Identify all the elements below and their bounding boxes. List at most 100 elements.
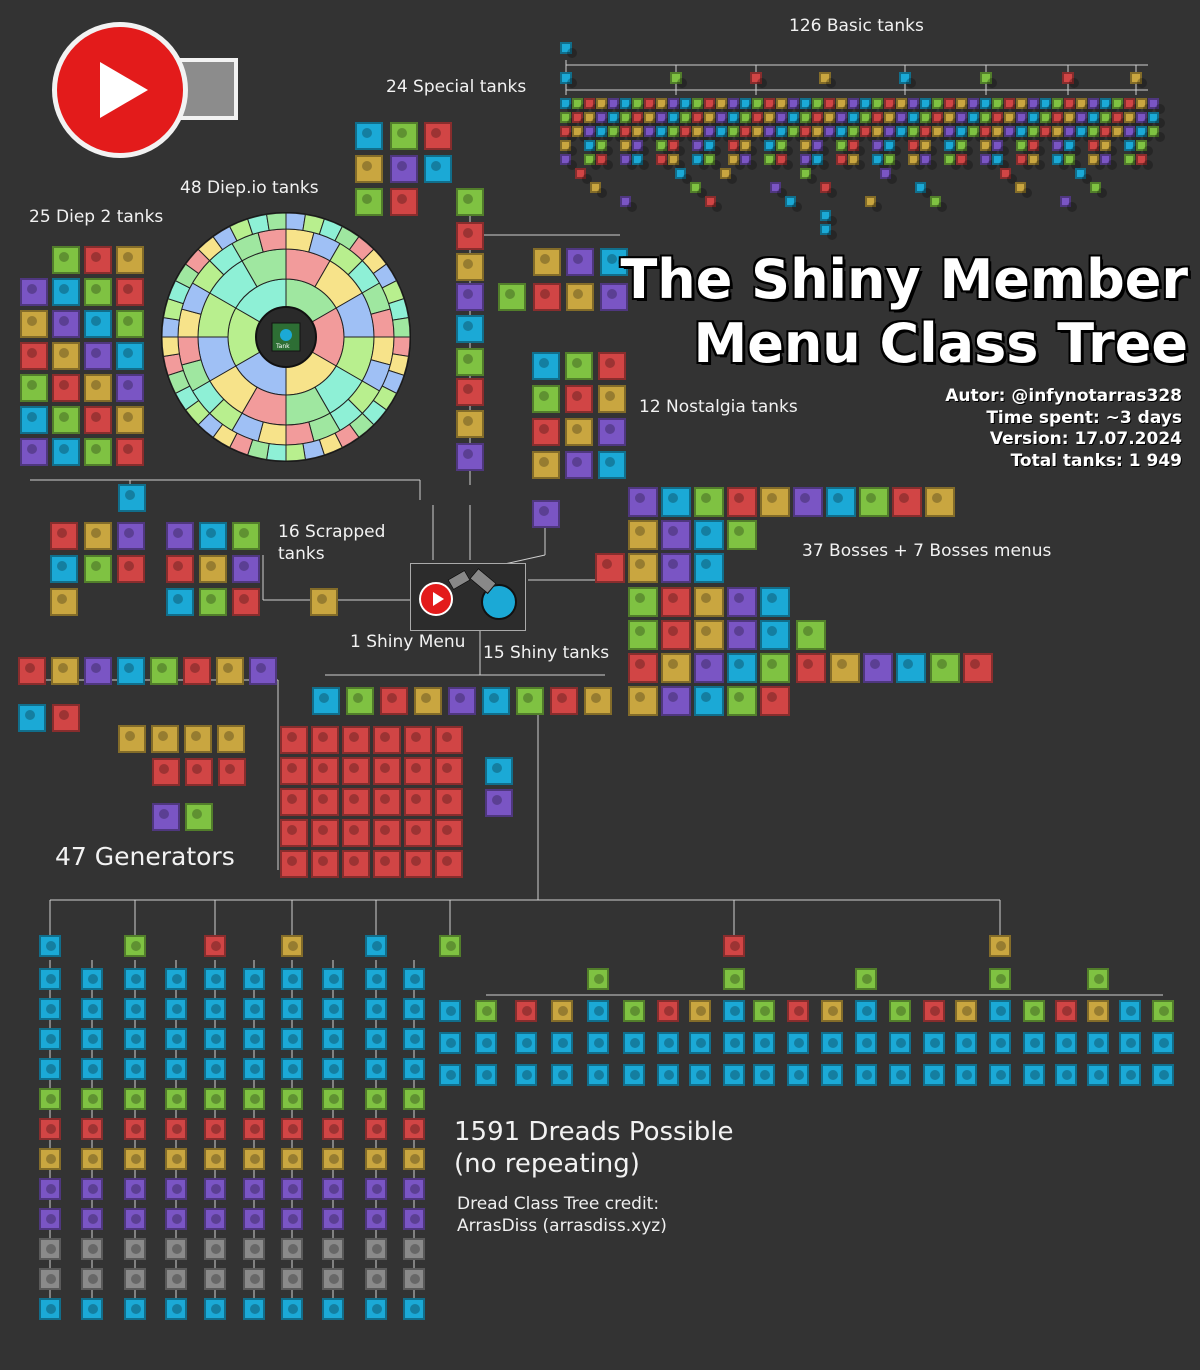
tank-icon: [522, 1038, 532, 1048]
basic-tile: [800, 154, 817, 170]
dreads-label-line2: (no repeating): [454, 1149, 640, 1179]
generator-tile: [152, 803, 180, 831]
tank-icon: [939, 118, 949, 128]
scrapped-tile: [199, 522, 227, 550]
dread-tile: [243, 1088, 265, 1110]
tank-icon: [922, 188, 932, 198]
tank-icon: [794, 1006, 804, 1016]
basic-tile: [1052, 98, 1069, 114]
dread-tile: [787, 1000, 809, 1022]
tank-icon: [1131, 132, 1141, 142]
tank-icon: [211, 974, 221, 984]
tank-icon: [951, 118, 961, 128]
basic-tile: [656, 112, 673, 128]
boss-tile: [760, 487, 790, 517]
tank-icon: [372, 941, 382, 951]
tank-icon: [211, 1304, 221, 1314]
tank-icon: [1107, 146, 1117, 156]
tank-icon: [734, 593, 744, 603]
dread-tile: [243, 968, 265, 990]
tank-icon: [879, 160, 889, 170]
tank-icon: [675, 146, 685, 156]
tank-icon: [896, 1070, 906, 1080]
tank-icon: [191, 731, 201, 741]
basic-tile: [848, 98, 865, 114]
diep2-tile: [52, 246, 80, 274]
dread-tile: [1119, 1032, 1141, 1054]
dread-tile: [855, 1064, 877, 1086]
tank-icon: [807, 118, 817, 128]
tank-icon: [88, 1214, 98, 1224]
tank-icon: [819, 118, 829, 128]
tank-icon: [1131, 104, 1141, 114]
dread-tile: [753, 1032, 775, 1054]
tank-icon: [597, 188, 607, 198]
tank-icon: [819, 104, 829, 114]
tank-icon: [349, 825, 359, 835]
basic-tile: [1136, 126, 1153, 142]
dread-tile: [1119, 1064, 1141, 1086]
special-tile: [456, 348, 484, 376]
diep2-tanks-label: 25 Diep 2 tanks: [29, 207, 164, 227]
tank-icon: [594, 974, 604, 984]
diep2-tile: [52, 310, 80, 338]
basic-tile: [560, 72, 577, 88]
tank-icon: [288, 1244, 298, 1254]
tank-icon: [250, 1034, 260, 1044]
dread-tile: [243, 1058, 265, 1080]
tank-icon: [1094, 1038, 1104, 1048]
basic-tile: [860, 126, 877, 142]
tank-icon: [1131, 118, 1141, 128]
tank-icon: [567, 48, 577, 58]
dread-tile: [689, 1032, 711, 1054]
special-tile: [390, 155, 418, 183]
tank-icon: [927, 118, 937, 128]
basic-tile: [896, 98, 913, 114]
tank-icon: [896, 1038, 906, 1048]
tank-icon: [963, 132, 973, 142]
boss-tile: [760, 653, 790, 683]
tank-icon: [362, 128, 372, 138]
generator-tile: [485, 757, 513, 785]
dread-tile: [439, 935, 461, 957]
tank-icon: [855, 118, 865, 128]
wheel-segment: [392, 336, 411, 357]
shiny-menu-box[interactable]: [410, 563, 526, 631]
basic-tile: [1088, 154, 1105, 170]
basic-tile: [1148, 126, 1165, 142]
dread-tile: [281, 998, 303, 1020]
dread-tile: [623, 1064, 645, 1086]
dread-tile: [1152, 1000, 1174, 1022]
dread-tile: [81, 1088, 103, 1110]
tank-icon: [1126, 1038, 1136, 1048]
tank-icon: [410, 1124, 420, 1134]
tank-icon: [1011, 104, 1021, 114]
tank-icon: [999, 118, 1009, 128]
generator-tile: [311, 726, 339, 754]
tank-icon: [59, 412, 69, 422]
dread-tile: [165, 998, 187, 1020]
tank-icon: [1126, 1006, 1136, 1016]
dread-tile: [165, 1208, 187, 1230]
tank-icon: [211, 1184, 221, 1194]
basic-tile: [644, 98, 661, 114]
basic-tile: [1064, 140, 1081, 156]
scrapped-tile: [117, 555, 145, 583]
tank-icon: [1107, 160, 1117, 170]
tank-icon: [558, 1070, 568, 1080]
tank-icon: [172, 1184, 182, 1194]
dread-tile: [923, 1000, 945, 1022]
tank-icon: [1143, 160, 1153, 170]
dread-tile: [124, 1268, 146, 1290]
tank-icon: [1059, 160, 1069, 170]
scrapped-tanks-label-2: tanks: [278, 544, 325, 564]
tank-icon: [463, 384, 473, 394]
basic-tile: [1040, 112, 1057, 128]
basic-tile: [819, 72, 836, 88]
tank-icon: [855, 160, 865, 170]
tank-icon: [372, 1064, 382, 1074]
tank-icon: [558, 1038, 568, 1048]
generator-tile: [373, 788, 401, 816]
generator-tile: [485, 789, 513, 817]
generators-label: 47 Generators: [55, 842, 235, 871]
